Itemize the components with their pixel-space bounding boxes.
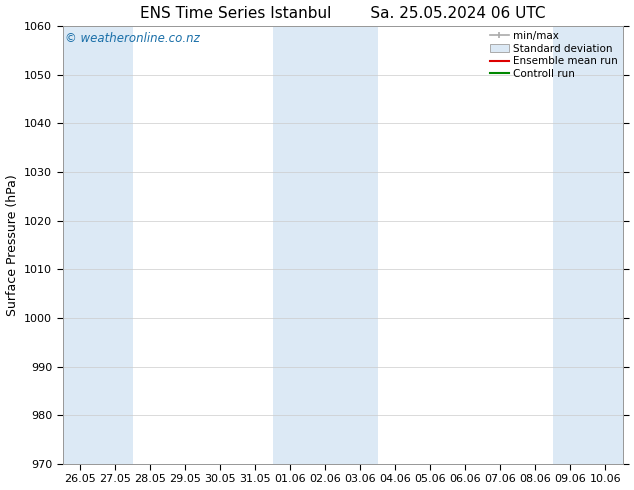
Bar	[63, 26, 98, 464]
Text: © weatheronline.co.nz: © weatheronline.co.nz	[65, 32, 200, 46]
Legend: min/max, Standard deviation, Ensemble mean run, Controll run: min/max, Standard deviation, Ensemble me…	[488, 29, 620, 81]
Title: ENS Time Series Istanbul        Sa. 25.05.2024 06 UTC: ENS Time Series Istanbul Sa. 25.05.2024 …	[140, 5, 545, 21]
Y-axis label: Surface Pressure (hPa): Surface Pressure (hPa)	[6, 174, 18, 316]
Bar	[307, 26, 343, 464]
Bar	[588, 26, 623, 464]
Bar	[343, 26, 378, 464]
Bar	[98, 26, 133, 464]
Bar	[273, 26, 307, 464]
Bar	[553, 26, 588, 464]
